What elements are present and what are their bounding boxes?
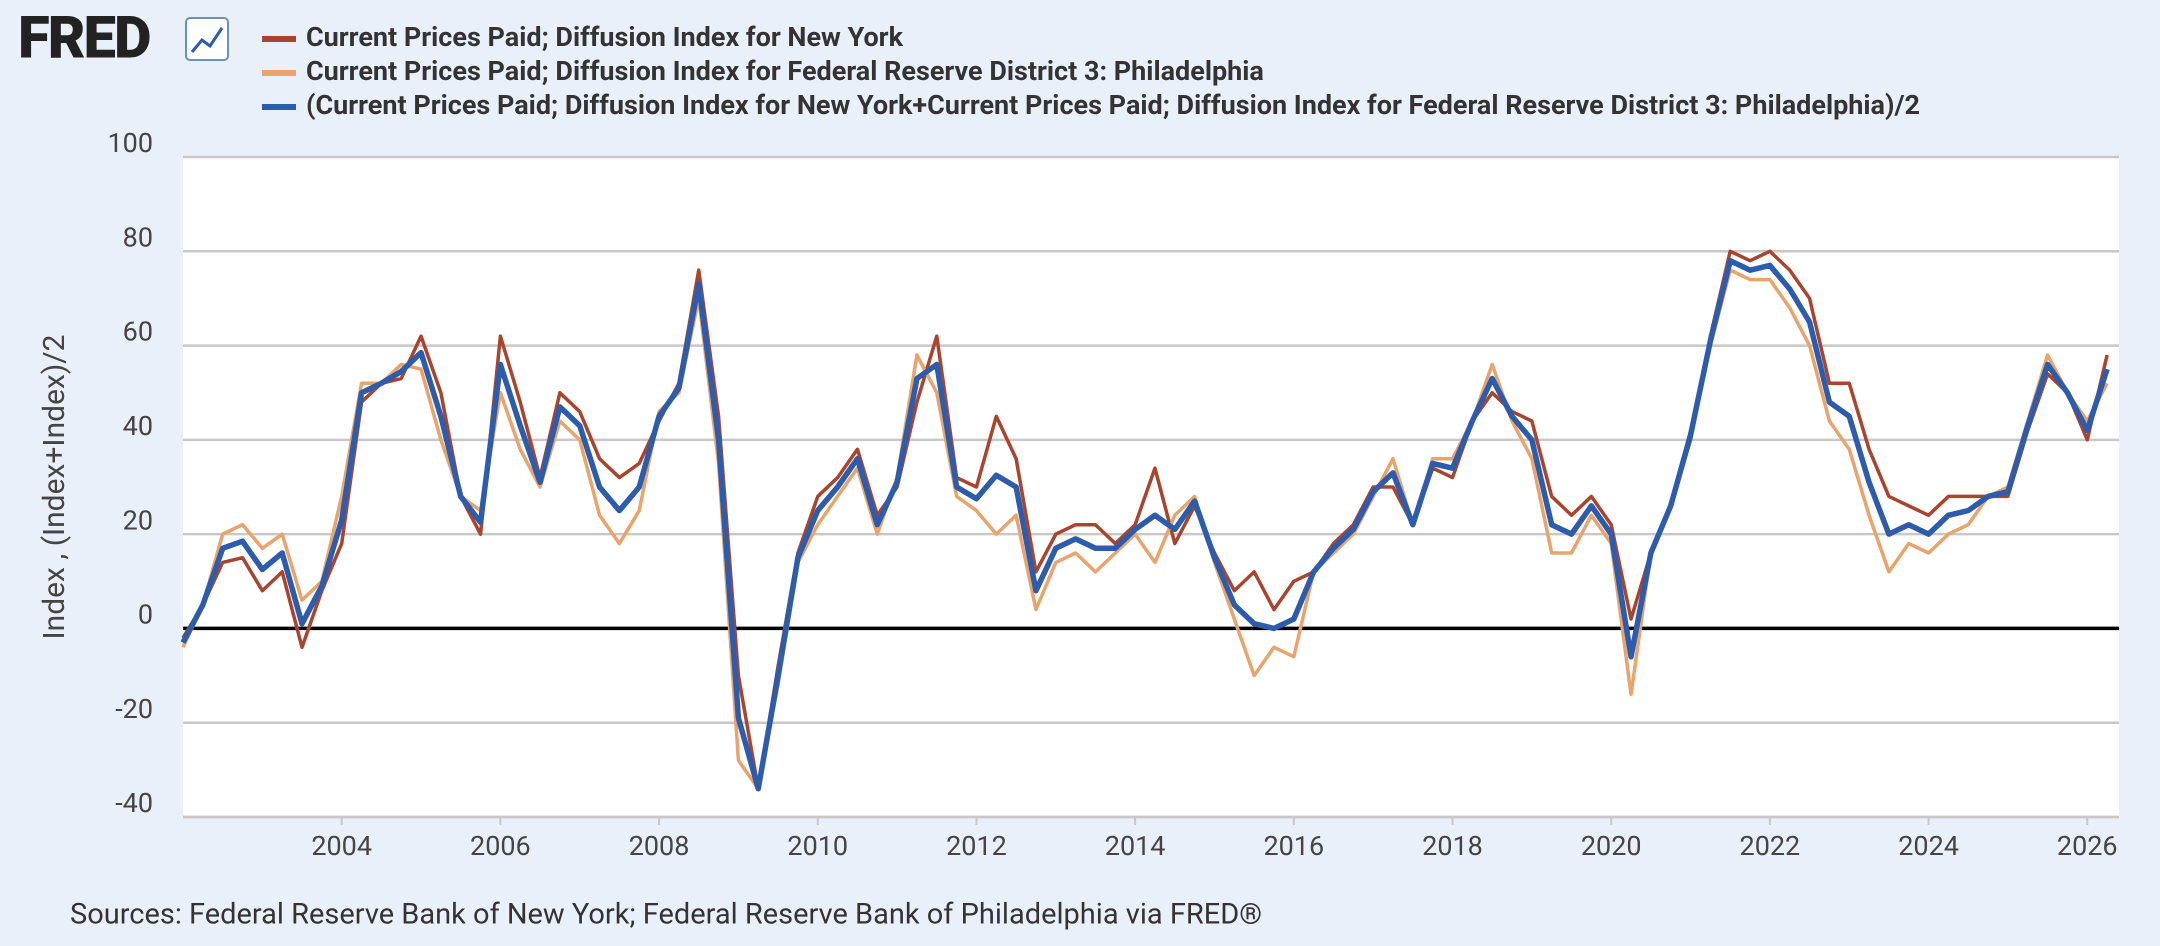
y-tick-label: 60 (123, 316, 153, 348)
series-line (180, 257, 2110, 792)
x-tick-label: 2020 (1581, 830, 1642, 862)
series-line (181, 249, 2109, 791)
y-axis-label: Index , (Index+Index)/2 (37, 334, 72, 639)
y-tick-label: 0 (138, 599, 153, 631)
x-tick-label: 2008 (629, 830, 690, 862)
y-tick-label: -40 (115, 787, 153, 819)
y-tick-label: 40 (123, 410, 153, 442)
logo: FRED (18, 4, 150, 72)
y-tick-label: -20 (115, 693, 153, 725)
plot-area (183, 157, 2119, 817)
y-tick-label: 20 (123, 504, 153, 536)
series-line (181, 268, 2109, 791)
x-tick-label: 2006 (470, 830, 531, 862)
x-tick-label: 2018 (1422, 830, 1483, 862)
x-tick-label: 2022 (1740, 830, 1801, 862)
x-tick-label: 2010 (787, 830, 848, 862)
source-note: Sources: Federal Reserve Bank of New Yor… (70, 898, 1262, 932)
y-tick-label: 80 (123, 221, 153, 253)
legend-label: (Current Prices Paid; Diffusion Index fo… (306, 89, 1920, 121)
legend-label: Current Prices Paid; Diffusion Index for… (306, 55, 1264, 87)
y-tick-label: 100 (107, 127, 153, 159)
x-tick-label: 2014 (1105, 830, 1166, 862)
x-tick-label: 2026 (2057, 830, 2118, 862)
x-tick-label: 2004 (311, 830, 372, 862)
x-tick-label: 2016 (1263, 830, 1324, 862)
x-tick-label: 2024 (1898, 830, 1959, 862)
x-tick-label: 2012 (946, 830, 1007, 862)
legend-label: Current Prices Paid; Diffusion Index for… (306, 21, 904, 53)
logo-icon (185, 17, 229, 61)
